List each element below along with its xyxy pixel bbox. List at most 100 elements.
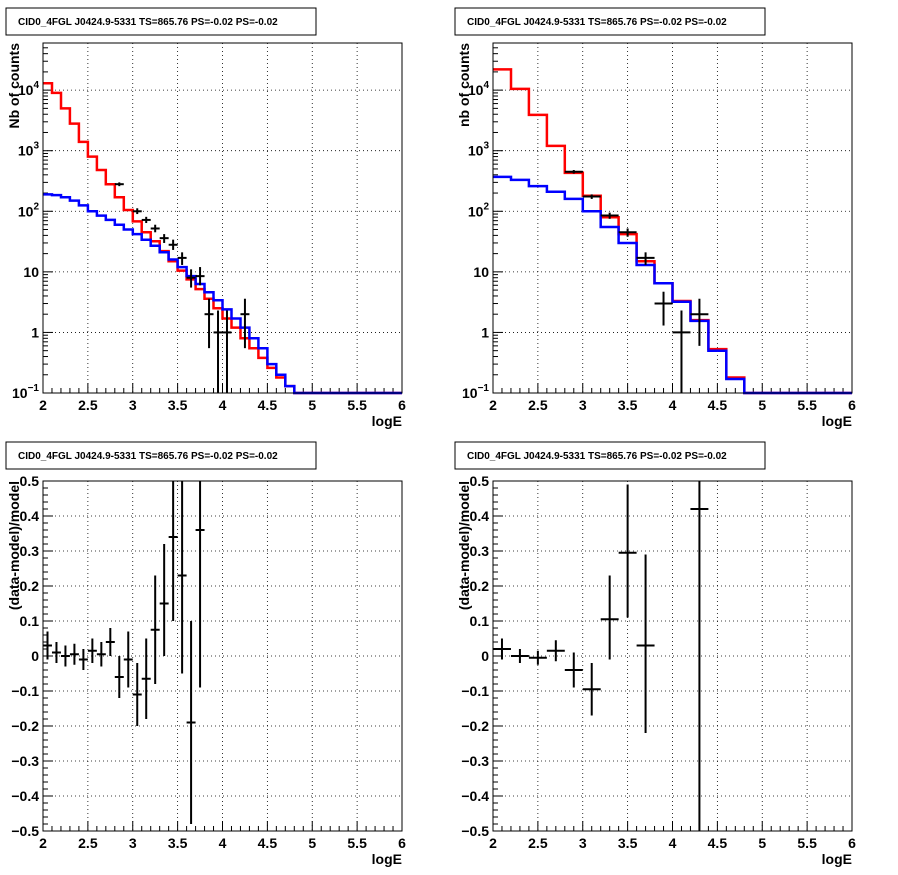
title-box bbox=[454, 441, 766, 470]
y-tick-label: 0 bbox=[481, 648, 489, 664]
data-point bbox=[690, 298, 709, 346]
y-axis-title: (data-model)/model bbox=[456, 481, 472, 610]
grid bbox=[493, 481, 852, 831]
data-points bbox=[493, 481, 709, 831]
y-tick-label: 1 bbox=[481, 324, 489, 340]
x-tick-label: 5 bbox=[308, 397, 316, 413]
y-tick-label: −0.4 bbox=[461, 788, 489, 804]
x-tick-label: 3 bbox=[129, 397, 137, 413]
title-box bbox=[454, 7, 766, 36]
data-point bbox=[177, 252, 187, 265]
data-point bbox=[132, 663, 142, 726]
data-point bbox=[132, 208, 142, 215]
y-tick-label: 0.2 bbox=[470, 578, 490, 594]
data-point bbox=[159, 234, 169, 243]
y-tick-label: −0.2 bbox=[461, 718, 489, 734]
y-tick-label: −0.1 bbox=[461, 683, 489, 699]
grid bbox=[493, 43, 852, 393]
data-point bbox=[150, 575, 160, 684]
x-tick-label: 3.5 bbox=[618, 835, 638, 851]
data-point bbox=[96, 642, 106, 667]
x-tick-label: 2 bbox=[39, 835, 47, 851]
plot-frame bbox=[42, 480, 403, 832]
x-tick-label: 5 bbox=[758, 835, 766, 851]
x-tick-label: 4 bbox=[219, 397, 227, 413]
plot-title: CID0_4FGL J0424.9-5331 TS=865.76 PS=-0.0… bbox=[467, 451, 727, 462]
x-tick-label: 6 bbox=[398, 835, 406, 851]
x-axis-title: logE bbox=[822, 413, 852, 429]
x-tick-label: 4.5 bbox=[258, 835, 278, 851]
x-tick-label: 3 bbox=[129, 835, 137, 851]
y-tick-label: 104 bbox=[468, 80, 490, 98]
data-point bbox=[636, 554, 655, 733]
y-tick-label: 10 bbox=[23, 264, 39, 280]
x-tick-label: 5.5 bbox=[797, 835, 817, 851]
data-point bbox=[141, 216, 151, 224]
data-point bbox=[168, 481, 178, 621]
y-tick-label: 0.4 bbox=[470, 508, 490, 524]
x-axis-title: logE bbox=[822, 851, 852, 867]
x-tick-label: 5 bbox=[308, 835, 316, 851]
plot-frame bbox=[42, 42, 403, 394]
x-tick-label: 3 bbox=[579, 397, 587, 413]
data-point bbox=[114, 182, 124, 187]
x-tick-label: 2 bbox=[489, 397, 497, 413]
data-point bbox=[51, 642, 61, 663]
model-total-line bbox=[43, 81, 402, 395]
x-tick-label: 4 bbox=[219, 835, 227, 851]
data-point bbox=[186, 269, 196, 288]
data-point bbox=[582, 663, 601, 716]
data-point bbox=[564, 170, 583, 174]
y-tick-label: −0.3 bbox=[461, 753, 489, 769]
data-point bbox=[690, 481, 709, 831]
x-tick-label: 3.5 bbox=[168, 835, 188, 851]
y-tick-label: 1 bbox=[31, 324, 39, 340]
y-tick-label: 0 bbox=[31, 648, 39, 664]
x-tick-label: 3 bbox=[579, 835, 587, 851]
y-tick-label: −0.3 bbox=[11, 753, 39, 769]
data-point bbox=[204, 298, 214, 349]
data-point bbox=[510, 649, 529, 663]
x-tick-label: 6 bbox=[398, 397, 406, 413]
y-tick-label: 0.2 bbox=[20, 578, 40, 594]
data-point bbox=[69, 643, 79, 665]
data-point bbox=[105, 628, 115, 656]
y-tick-label: 102 bbox=[468, 201, 490, 219]
x-axis-title: logE bbox=[372, 851, 402, 867]
x-tick-label: 6 bbox=[848, 397, 856, 413]
data-point bbox=[564, 652, 583, 688]
grid bbox=[43, 43, 402, 393]
chart-panel-4: CID0_4FGL J0424.9-5331 TS=865.76 PS=-0.0… bbox=[454, 441, 856, 867]
data-point bbox=[123, 631, 133, 688]
grid bbox=[43, 481, 402, 831]
x-tick-label: 4 bbox=[669, 835, 677, 851]
x-tick-label: 6 bbox=[848, 835, 856, 851]
x-tick-label: 3.5 bbox=[618, 397, 638, 413]
y-tick-label: 0.1 bbox=[20, 613, 40, 629]
data-point bbox=[43, 631, 52, 660]
x-tick-label: 2.5 bbox=[528, 835, 548, 851]
data-point bbox=[618, 228, 637, 237]
data-point bbox=[672, 310, 691, 393]
chart-panel-3: CID0_4FGL J0424.9-5331 TS=865.76 PS=-0.0… bbox=[5, 441, 406, 867]
x-tick-label: 5.5 bbox=[347, 835, 367, 851]
x-tick-label: 2.5 bbox=[78, 397, 98, 413]
y-tick-label: −0.4 bbox=[11, 788, 39, 804]
plot-frame bbox=[492, 480, 853, 832]
data-point bbox=[195, 481, 205, 688]
data-point bbox=[141, 638, 151, 719]
model-source-line bbox=[493, 175, 852, 395]
x-tick-label: 5.5 bbox=[797, 397, 817, 413]
y-axis-title: (data-model)/model bbox=[6, 481, 22, 610]
axis-ticks bbox=[492, 42, 853, 394]
data-point bbox=[195, 267, 205, 286]
data-point bbox=[60, 645, 70, 667]
x-tick-label: 4 bbox=[669, 397, 677, 413]
x-tick-label: 4.5 bbox=[708, 835, 728, 851]
y-tick-label: 0.3 bbox=[470, 543, 490, 559]
y-axis-title: nb of counts bbox=[456, 43, 472, 127]
x-tick-label: 4.5 bbox=[708, 397, 728, 413]
y-tick-label: −0.1 bbox=[11, 683, 39, 699]
data-point bbox=[240, 298, 250, 349]
